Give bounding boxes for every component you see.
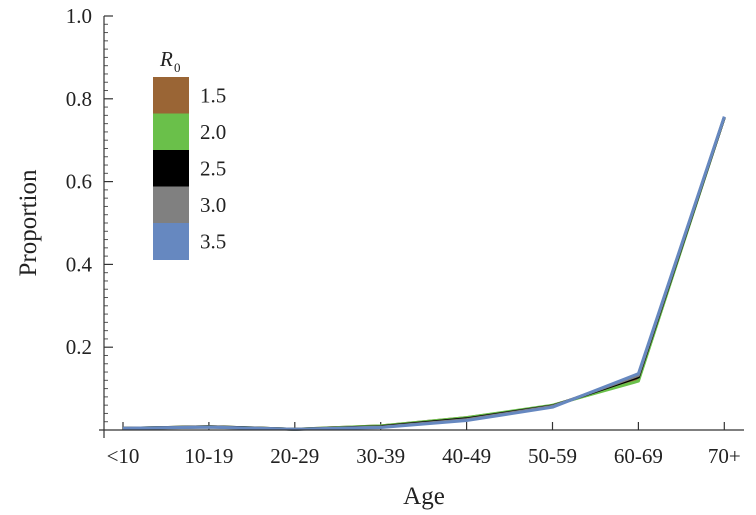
y-axis-title: Proportion: [15, 169, 42, 276]
legend-title-subscript: 0: [174, 60, 181, 75]
x-tick-label: 60-69: [614, 444, 663, 468]
legend-swatch-3-0: [153, 186, 189, 224]
legend-swatch-2-5: [153, 150, 189, 187]
x-tick-label: 20-29: [270, 444, 319, 468]
y-tick-label: 0.6: [66, 170, 92, 194]
y-tick-label: 1.0: [66, 4, 92, 28]
series-lines: [122, 116, 726, 431]
x-axis-title: Age: [403, 483, 445, 510]
y-tick-label: 0.8: [66, 87, 92, 111]
legend-label: 2.5: [200, 156, 226, 180]
x-tick-label: 70+: [708, 444, 741, 468]
legend-label: 3.5: [200, 229, 226, 253]
legend-label: 2.0: [200, 120, 226, 144]
legend-title: R: [159, 47, 173, 71]
x-tick-label: 40-49: [442, 444, 491, 468]
legend-label: 1.5: [200, 83, 226, 107]
x-tick-label: 10-19: [184, 444, 233, 468]
x-tick-label: 50-59: [528, 444, 577, 468]
x-tick-label: 30-39: [356, 444, 405, 468]
legend-swatch-3-5: [153, 223, 189, 260]
axis-ticks: 0.2 0.4 0.6 0.8 1.0 <10 10-19 20-29 30-39 40-49 50…: [66, 4, 741, 468]
legend-label: 3.0: [200, 193, 226, 217]
series-line-3-5: [122, 116, 726, 431]
legend: R 0 1.5 2.0 2.5 3.0 3.5: [153, 47, 226, 260]
legend-swatch-1-5: [153, 77, 189, 114]
legend-swatch-2-0: [153, 113, 189, 151]
y-tick-label: 0.4: [66, 252, 93, 276]
y-tick-label: 0.2: [66, 335, 92, 359]
x-tick-label: <10: [107, 444, 140, 468]
